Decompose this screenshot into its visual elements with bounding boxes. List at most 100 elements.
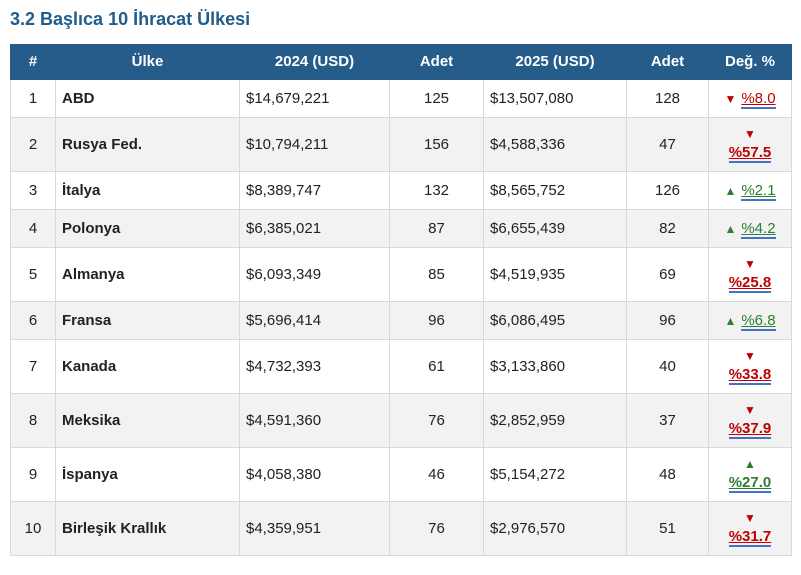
export-countries-table: # Ülke 2024 (USD) Adet 2025 (USD) Adet D…	[10, 44, 792, 556]
change-cell: %8.0	[708, 79, 792, 118]
table-row: 5 Almanya $6,093,349 85 $4,519,935 69 %2…	[10, 247, 792, 302]
change-value: %31.7	[728, 528, 772, 547]
rank-cell: 9	[10, 447, 56, 502]
rank-cell: 7	[10, 339, 56, 394]
country-cell: ABD	[55, 79, 240, 118]
usd-2025-cell: $5,154,272	[483, 447, 627, 502]
qty-2025-cell: 47	[626, 117, 709, 172]
qty-2024-cell: 125	[389, 79, 484, 118]
usd-2025-cell: $6,086,495	[483, 301, 627, 340]
country-cell: Rusya Fed.	[55, 117, 240, 172]
usd-2025-cell: $8,565,752	[483, 171, 627, 210]
qty-2025-cell: 126	[626, 171, 709, 210]
country-cell: Meksika	[55, 393, 240, 448]
qty-2024-cell: 46	[389, 447, 484, 502]
change-direction-triangle-icon	[715, 403, 785, 417]
usd-2025-cell: $2,852,959	[483, 393, 627, 448]
change-value: %25.8	[728, 274, 772, 293]
change-value: %37.9	[728, 420, 772, 439]
usd-2024-cell: $10,794,211	[239, 117, 390, 172]
qty-2024-cell: 156	[389, 117, 484, 172]
usd-2025-cell: $13,507,080	[483, 79, 627, 118]
usd-2025-cell: $6,655,439	[483, 209, 627, 248]
qty-2025-cell: 82	[626, 209, 709, 248]
change-cell: %57.5	[708, 117, 792, 172]
qty-2024-cell: 87	[389, 209, 484, 248]
header-usd-2025: 2025 (USD)	[483, 44, 627, 80]
usd-2024-cell: $8,389,747	[239, 171, 390, 210]
change-value: %4.2	[741, 220, 776, 239]
qty-2025-cell: 96	[626, 301, 709, 340]
change-direction-triangle-icon	[715, 257, 785, 271]
usd-2025-cell: $4,519,935	[483, 247, 627, 302]
table-row: 6 Fransa $5,696,414 96 $6,086,495 96 %6.…	[10, 301, 792, 340]
change-value: %2.1	[741, 182, 776, 201]
country-cell: Almanya	[55, 247, 240, 302]
country-cell: Birleşik Krallık	[55, 501, 240, 556]
rank-cell: 1	[10, 79, 56, 118]
usd-2024-cell: $4,591,360	[239, 393, 390, 448]
qty-2025-cell: 48	[626, 447, 709, 502]
usd-2025-cell: $2,976,570	[483, 501, 627, 556]
qty-2025-cell: 40	[626, 339, 709, 394]
table-row: 2 Rusya Fed. $10,794,211 156 $4,588,336 …	[10, 117, 792, 172]
usd-2025-cell: $4,588,336	[483, 117, 627, 172]
change-direction-triangle-icon	[724, 92, 736, 106]
change-cell: %6.8	[708, 301, 792, 340]
usd-2024-cell: $5,696,414	[239, 301, 390, 340]
change-cell: %27.0	[708, 447, 792, 502]
rank-cell: 4	[10, 209, 56, 248]
rank-cell: 6	[10, 301, 56, 340]
header-rank: #	[10, 44, 56, 80]
table-row: 1 ABD $14,679,221 125 $13,507,080 128 %8…	[10, 79, 792, 118]
table-row: 8 Meksika $4,591,360 76 $2,852,959 37 %3…	[10, 393, 792, 448]
qty-2025-cell: 37	[626, 393, 709, 448]
qty-2025-cell: 69	[626, 247, 709, 302]
qty-2024-cell: 132	[389, 171, 484, 210]
change-cell: %37.9	[708, 393, 792, 448]
change-value: %57.5	[728, 144, 772, 163]
table-row: 3 İtalya $8,389,747 132 $8,565,752 126 %…	[10, 171, 792, 210]
qty-2024-cell: 96	[389, 301, 484, 340]
usd-2024-cell: $4,732,393	[239, 339, 390, 394]
header-usd-2024: 2024 (USD)	[239, 44, 390, 80]
rank-cell: 2	[10, 117, 56, 172]
header-change: Değ. %	[708, 44, 792, 80]
header-qty-2024: Adet	[389, 44, 484, 80]
usd-2024-cell: $4,359,951	[239, 501, 390, 556]
change-cell: %31.7	[708, 501, 792, 556]
table-header-row: # Ülke 2024 (USD) Adet 2025 (USD) Adet D…	[10, 44, 792, 80]
change-value: %6.8	[741, 312, 776, 331]
usd-2024-cell: $6,385,021	[239, 209, 390, 248]
change-direction-triangle-icon	[724, 222, 736, 236]
usd-2024-cell: $4,058,380	[239, 447, 390, 502]
qty-2024-cell: 61	[389, 339, 484, 394]
table-row: 7 Kanada $4,732,393 61 $3,133,860 40 %33…	[10, 339, 792, 394]
rank-cell: 3	[10, 171, 56, 210]
table-row: 10 Birleşik Krallık $4,359,951 76 $2,976…	[10, 501, 792, 556]
table-row: 4 Polonya $6,385,021 87 $6,655,439 82 %4…	[10, 209, 792, 248]
table-row: 9 İspanya $4,058,380 46 $5,154,272 48 %2…	[10, 447, 792, 502]
change-direction-triangle-icon	[715, 457, 785, 471]
header-country: Ülke	[55, 44, 240, 80]
qty-2024-cell: 85	[389, 247, 484, 302]
qty-2025-cell: 128	[626, 79, 709, 118]
country-cell: Polonya	[55, 209, 240, 248]
usd-2024-cell: $6,093,349	[239, 247, 390, 302]
country-cell: Fransa	[55, 301, 240, 340]
rank-cell: 8	[10, 393, 56, 448]
page-title: 3.2 Başlıca 10 İhracat Ülkesi	[10, 9, 251, 29]
country-cell: İspanya	[55, 447, 240, 502]
rank-cell: 5	[10, 247, 56, 302]
change-cell: %4.2	[708, 209, 792, 248]
change-direction-triangle-icon	[715, 511, 785, 525]
change-direction-triangle-icon	[715, 349, 785, 363]
qty-2024-cell: 76	[389, 501, 484, 556]
change-cell: %25.8	[708, 247, 792, 302]
change-cell: %33.8	[708, 339, 792, 394]
qty-2025-cell: 51	[626, 501, 709, 556]
change-direction-triangle-icon	[724, 184, 736, 198]
change-direction-triangle-icon	[724, 314, 736, 328]
rank-cell: 10	[10, 501, 56, 556]
header-qty-2025: Adet	[626, 44, 709, 80]
